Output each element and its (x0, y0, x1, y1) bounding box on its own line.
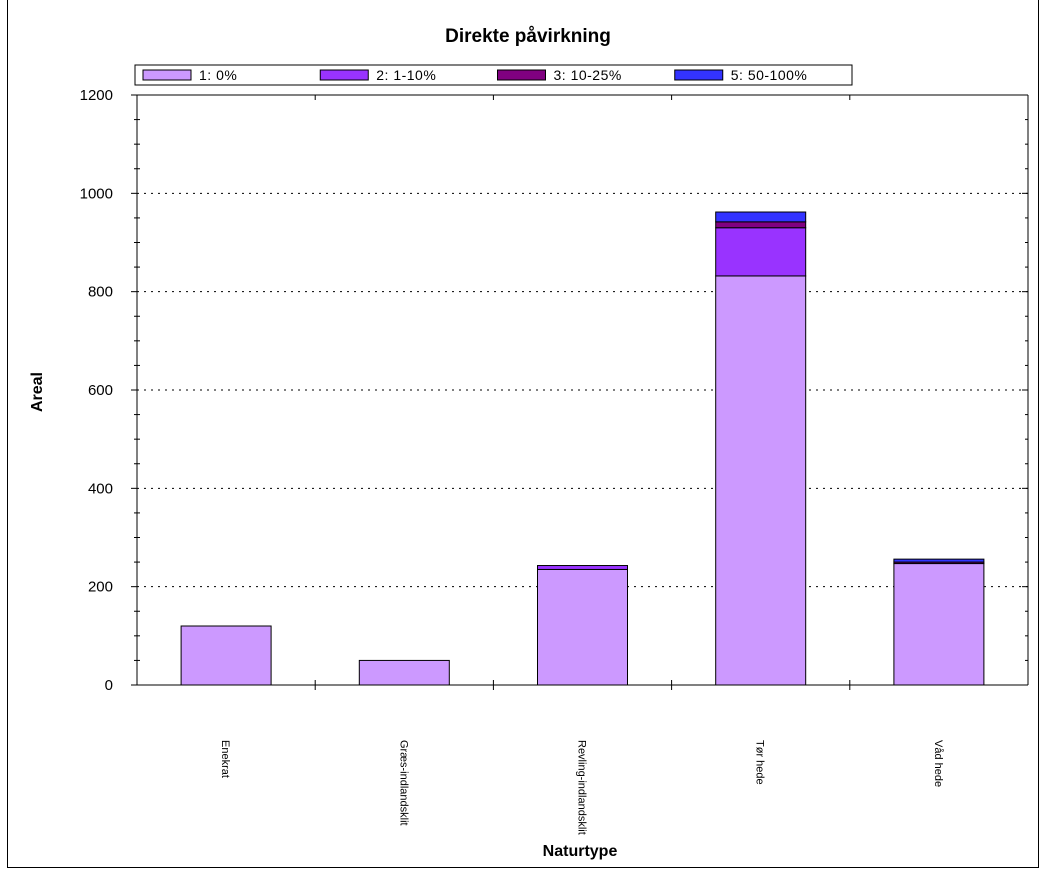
y-tick-label: 600 (88, 382, 113, 399)
y-tick-label: 800 (88, 284, 113, 301)
legend-swatch (497, 69, 546, 81)
x-tick-label: Græs-indlandsklit (397, 740, 409, 826)
y-tick-label: 200 (88, 579, 113, 596)
legend-label: 1: 0% (199, 67, 237, 83)
bar-segment (180, 625, 272, 686)
x-tick-label: Enekrat (219, 740, 231, 778)
bar-segment (537, 568, 628, 686)
bar-segment (715, 227, 807, 277)
bars (180, 211, 985, 686)
bar-segment (358, 659, 450, 686)
chart-title: Direkte påvirkning (445, 26, 611, 47)
y-tick-label: 400 (88, 480, 113, 497)
legend-swatch (674, 69, 724, 81)
legend-label: 2: 1-10% (376, 67, 436, 83)
legend-label: 3: 10-25% (554, 67, 622, 83)
y-axis-label: Areal (29, 372, 46, 412)
x-tick-label: Våd hede (932, 740, 944, 787)
y-axis-ticks: 0 200 400 600 800 1000 1200 (80, 87, 1028, 694)
y-tick-label: 1000 (80, 185, 113, 202)
bar-segment (715, 221, 807, 229)
x-axis-ticks: Enekrat Græs-indlandsklit Revling-indlands… (219, 95, 944, 835)
bar-segment (715, 275, 807, 686)
chart-frame (7, 0, 1039, 868)
bar-segment (893, 563, 985, 686)
bar-segment (715, 211, 807, 223)
x-axis-label: Naturtype (543, 843, 618, 860)
y-tick-label: 0 (105, 677, 113, 694)
legend-label: 5: 50-100% (731, 67, 808, 83)
bar-segment (537, 565, 628, 570)
x-tick-label: Tør hede (754, 740, 766, 785)
legend-swatch (142, 69, 192, 81)
legend-box (134, 64, 853, 86)
grid (137, 192, 1028, 588)
legend-swatch (319, 69, 369, 81)
legend: 1: 0% 2: 1-10% 3: 10-25% 5: 50-100% (134, 64, 853, 86)
y-tick-label: 1200 (80, 87, 113, 104)
x-tick-label: Revling-indlandsklit (576, 740, 588, 835)
bar-segment (893, 558, 985, 563)
